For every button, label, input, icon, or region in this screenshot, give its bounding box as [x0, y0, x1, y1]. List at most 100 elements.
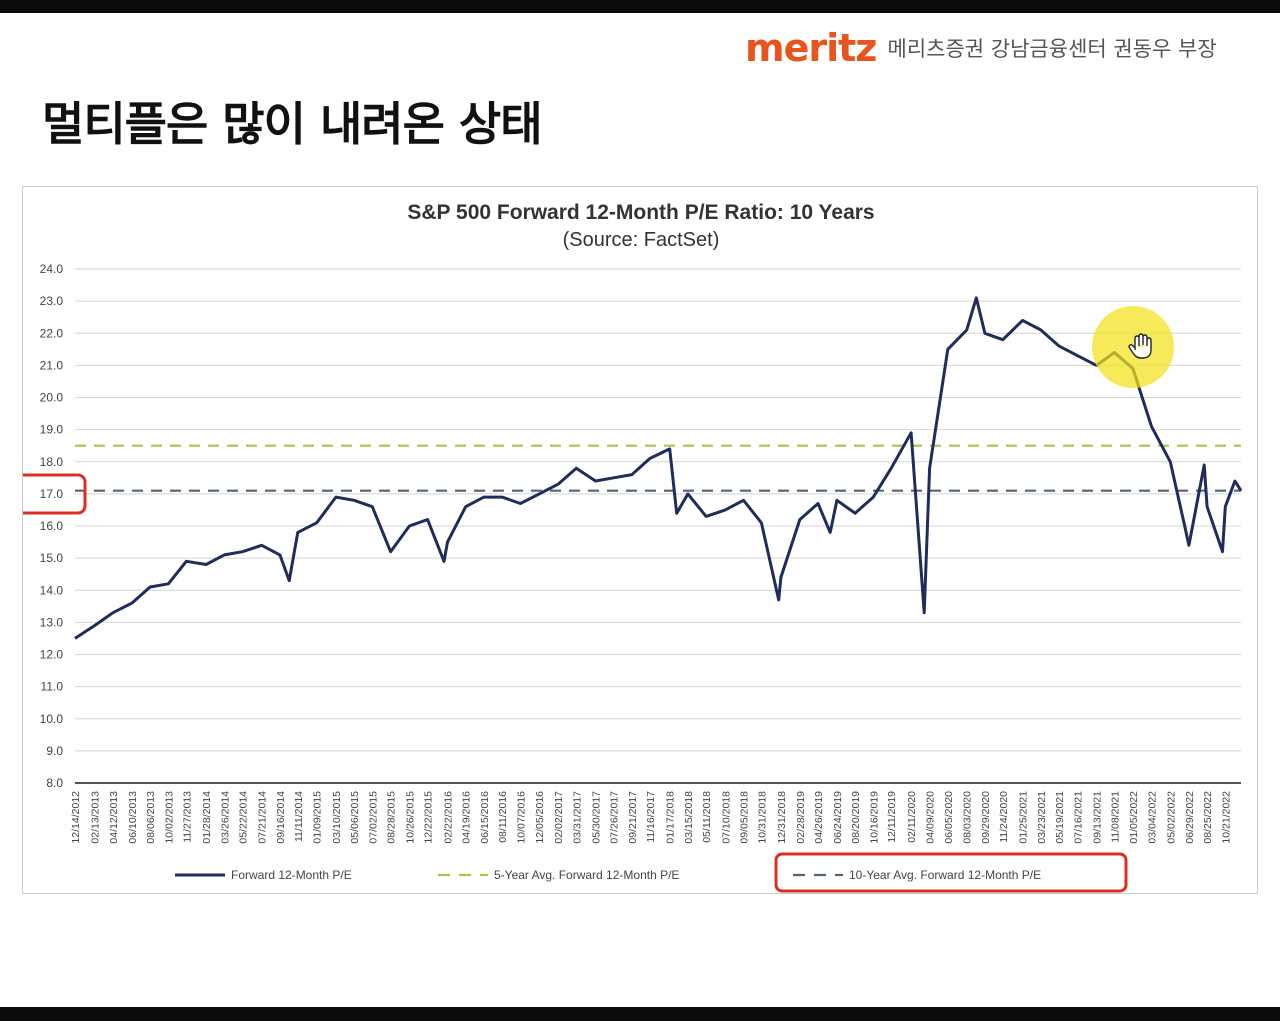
forward-pe-series-line — [74, 296, 1243, 640]
x-tick-label: 02/28/2019 — [795, 791, 807, 844]
x-tick-label: 05/19/2021 — [1054, 791, 1066, 844]
x-tick-label: 02/22/2016 — [442, 791, 454, 844]
x-tick-label: 01/17/2018 — [665, 791, 677, 844]
x-tick-label: 12/14/2012 — [70, 791, 82, 844]
x-tick-label: 12/11/2019 — [886, 791, 898, 843]
x-tick-label: 12/05/2016 — [534, 791, 546, 844]
slide-title: 멀티플은 많이 내려온 상태 — [42, 97, 543, 151]
x-tick-label: 05/22/2014 — [238, 791, 250, 844]
x-tick-label: 04/26/2019 — [813, 791, 825, 844]
x-tick-label: 05/11/2018 — [701, 791, 713, 843]
y-axis-ticks: 24.0 23.0 22.0 21.0 20.0 19.0 18.0 17.0 16.0 15.0… — [40, 262, 64, 790]
y-tick-label: 12.0 — [40, 648, 64, 662]
x-tick-label: 10/31/2018 — [756, 791, 768, 844]
x-axis-ticks: 12/14/2012 02/13/2013 04/12/2013 06/10/2013… — [70, 791, 1232, 844]
y-tick-label: 23.0 — [40, 294, 64, 308]
x-tick-label: 04/19/2016 — [461, 791, 473, 844]
x-tick-label: 10/07/2016 — [515, 791, 527, 844]
x-tick-label: 04/12/2013 — [108, 791, 120, 844]
x-tick-label: 07/16/2021 — [1073, 791, 1085, 844]
x-tick-label: 06/24/2019 — [832, 791, 844, 844]
y-tick-label: 13.0 — [40, 615, 64, 629]
x-tick-label: 07/21/2014 — [257, 791, 269, 844]
x-tick-label: 03/10/2015 — [331, 791, 343, 844]
x-tick-label: 02/13/2013 — [90, 791, 102, 844]
meritz-logo: meritz — [745, 26, 877, 70]
y-tick-label: 14.0 — [40, 583, 64, 597]
x-tick-label: 05/30/2017 — [590, 791, 602, 844]
top-black-bar — [0, 0, 1280, 13]
y-tick-label: 17.0 — [40, 487, 64, 501]
x-tick-label: 08/28/2015 — [386, 791, 398, 844]
x-tick-label: 09/16/2014 — [275, 791, 287, 844]
chart-subtitle: (Source: FactSet) — [563, 229, 720, 251]
legend-label: 5-Year Avg. Forward 12-Month P/E — [494, 868, 679, 882]
y-tick-label: 20.0 — [40, 391, 64, 405]
x-tick-label: 03/15/2018 — [683, 791, 695, 844]
x-tick-label: 02/11/2020 — [906, 791, 918, 843]
x-tick-label: 07/26/2017 — [609, 791, 621, 844]
y-tick-label: 15.0 — [40, 551, 64, 565]
x-tick-label: 01/05/2022 — [1128, 791, 1140, 844]
y-tick-label: 8.0 — [46, 776, 63, 790]
x-tick-label: 01/28/2014 — [201, 791, 213, 844]
chart-legend: Forward 12-Month P/E 5-Year Avg. Forward … — [175, 868, 1041, 882]
reference-lines — [75, 444, 1241, 492]
y-tick-label: 22.0 — [40, 326, 64, 340]
chart-title: S&P 500 Forward 12-Month P/E Ratio: 10 Y… — [407, 201, 874, 224]
x-tick-label: 08/03/2020 — [962, 791, 974, 844]
x-tick-label: 03/04/2022 — [1146, 791, 1158, 844]
chart-frame: S&P 500 Forward 12-Month P/E Ratio: 10 Y… — [22, 186, 1258, 894]
x-tick-label: 08/11/2016 — [497, 791, 509, 843]
x-tick-label: 07/10/2018 — [720, 791, 732, 844]
legend-label: 10-Year Avg. Forward 12-Month P/E — [849, 868, 1041, 882]
x-tick-label: 08/06/2013 — [145, 791, 157, 844]
y-tick-label: 16.0 — [40, 519, 64, 533]
x-tick-label: 10/26/2015 — [404, 791, 416, 844]
x-tick-label: 05/02/2022 — [1165, 791, 1177, 844]
x-tick-label: 11/27/2013 — [181, 791, 193, 843]
y-tick-label: 11.0 — [41, 680, 64, 694]
hand-cursor-icon — [1128, 333, 1152, 359]
x-tick-label: 08/20/2019 — [850, 791, 862, 844]
x-tick-label: 09/13/2021 — [1091, 791, 1103, 844]
x-tick-label: 01/25/2021 — [1018, 791, 1030, 844]
x-tick-label: 06/15/2016 — [479, 791, 491, 844]
legend-forward-pe: Forward 12-Month P/E — [175, 868, 352, 882]
y-tick-label: 19.0 — [40, 423, 64, 437]
y-tick-label: 21.0 — [40, 358, 64, 372]
legend-highlight-box — [774, 852, 1128, 893]
x-tick-label: 10/02/2013 — [163, 791, 175, 844]
x-tick-label: 11/11/2014 — [293, 791, 305, 842]
x-tick-label: 08/25/2022 — [1202, 791, 1214, 844]
x-tick-label: 05/06/2015 — [349, 791, 361, 844]
x-tick-label: 11/08/2021 — [1109, 791, 1121, 843]
brand-branch-text: 메리츠증권 강남금융센터 권동우 부장 — [887, 37, 1217, 61]
x-tick-label: 03/31/2017 — [571, 791, 583, 844]
x-tick-label: 01/09/2015 — [312, 791, 324, 844]
legend-five-year-avg: 5-Year Avg. Forward 12-Month P/E — [438, 868, 679, 882]
x-tick-label: 02/02/2017 — [553, 791, 565, 844]
y-tick-label: 18.0 — [40, 455, 64, 469]
x-tick-label: 09/29/2020 — [980, 791, 992, 844]
legend-label: Forward 12-Month P/E — [231, 868, 352, 882]
x-tick-label: 12/31/2018 — [776, 791, 788, 844]
x-tick-label: 10/21/2022 — [1220, 791, 1232, 844]
grid-lines — [75, 268, 1241, 784]
x-tick-label: 06/05/2020 — [943, 791, 955, 844]
x-tick-label: 04/09/2020 — [925, 791, 937, 844]
x-tick-label: 03/23/2021 — [1036, 791, 1048, 844]
legend-ten-year-avg: 10-Year Avg. Forward 12-Month P/E — [793, 868, 1041, 882]
x-tick-label: 11/24/2020 — [998, 791, 1010, 843]
x-tick-label: 07/02/2015 — [367, 791, 379, 844]
y-value-highlight-box — [23, 473, 87, 515]
x-tick-label: 12/22/2015 — [423, 791, 435, 844]
x-tick-label: 09/21/2017 — [627, 791, 639, 844]
x-tick-label: 03/26/2014 — [219, 791, 231, 844]
x-tick-label: 06/10/2013 — [127, 791, 139, 844]
y-tick-label: 9.0 — [46, 744, 63, 758]
x-tick-label: 10/16/2019 — [868, 791, 880, 844]
y-tick-label: 24.0 — [40, 262, 64, 276]
x-tick-label: 06/29/2022 — [1184, 791, 1196, 844]
bottom-black-bar — [0, 1007, 1280, 1021]
